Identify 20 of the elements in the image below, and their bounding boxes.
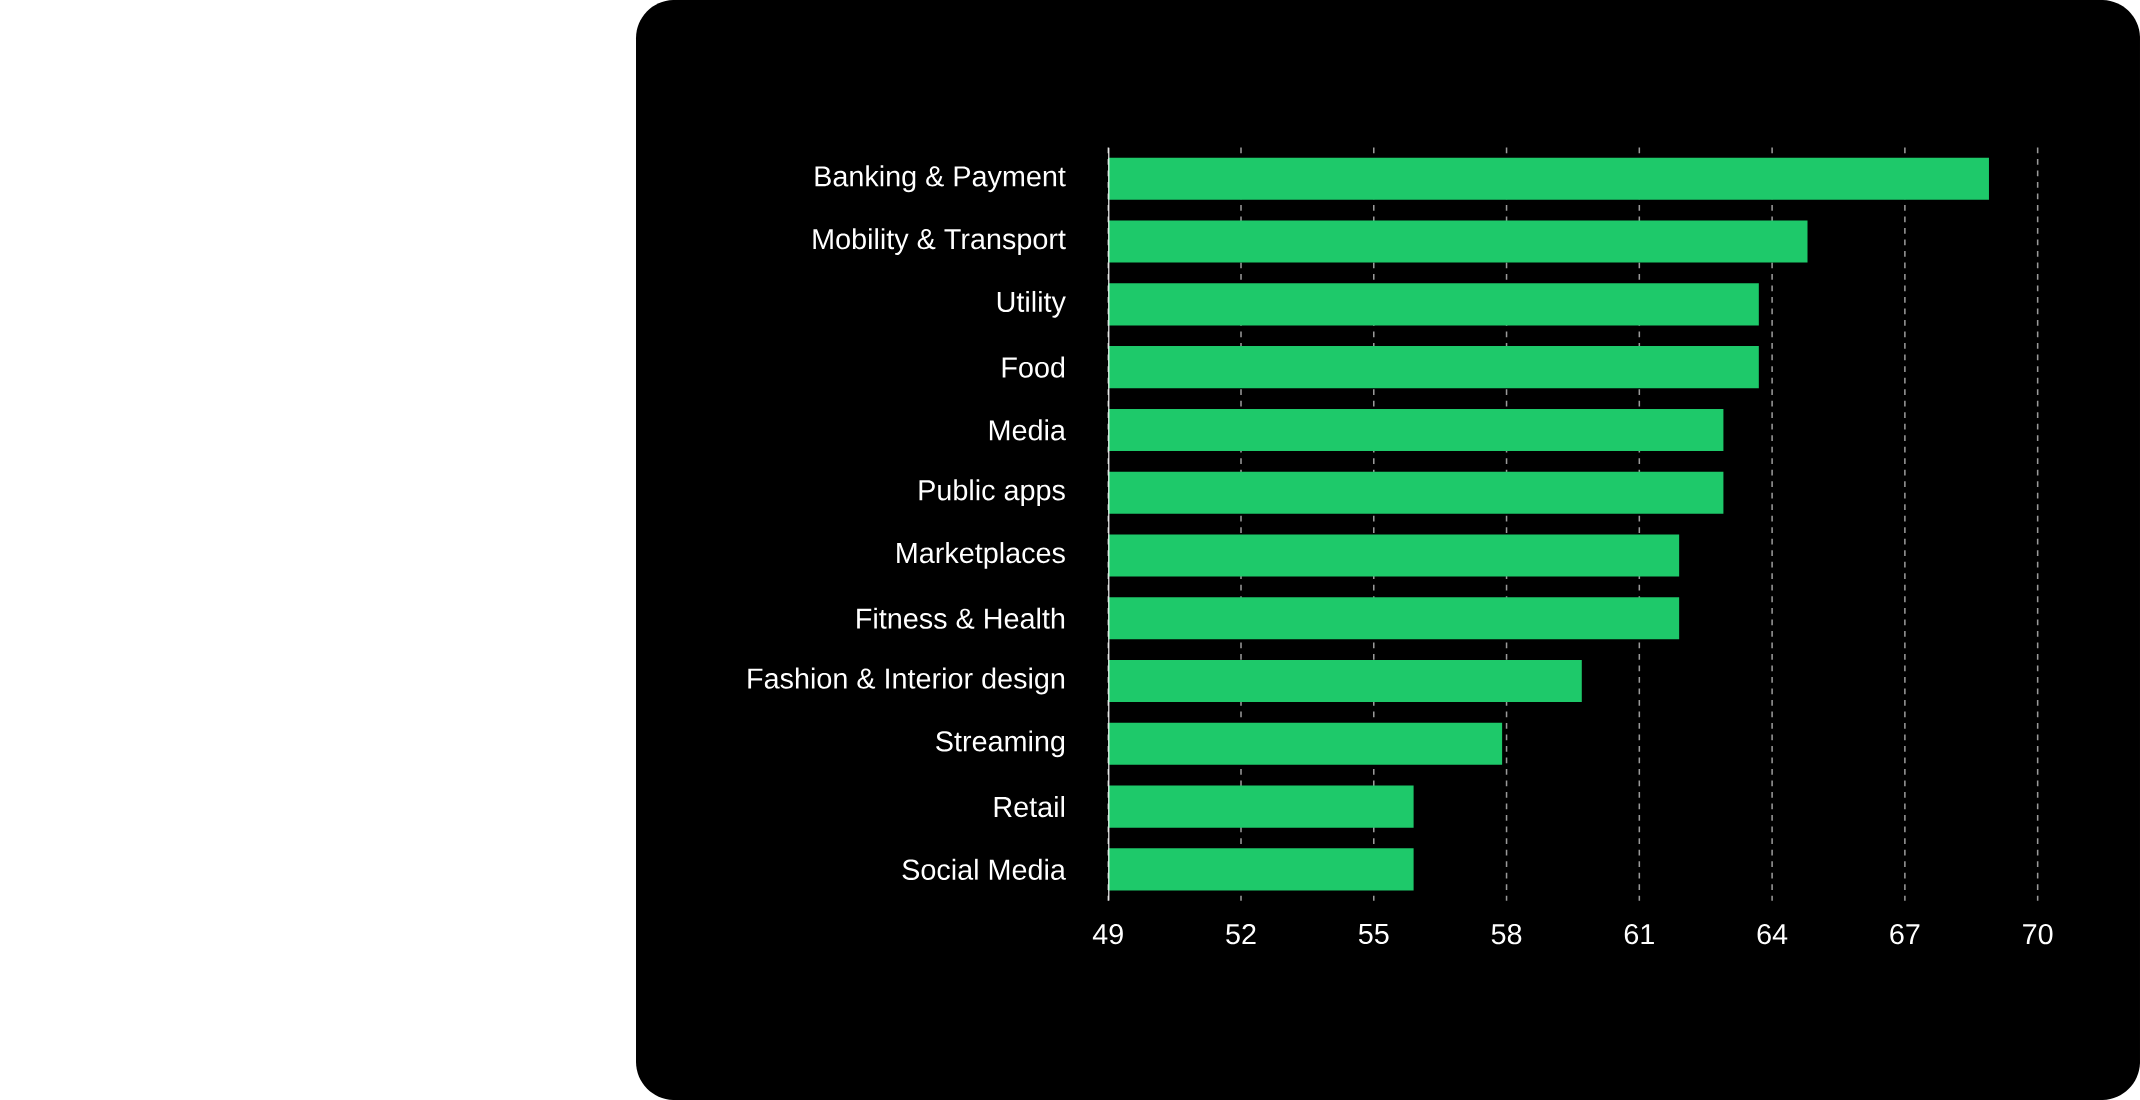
y-tick-label: Streaming: [936, 730, 1065, 758]
y-tick-label: Public apps: [919, 479, 1065, 507]
y-tick-label: Fashion & Interior design: [748, 667, 1065, 695]
x-tick-label: 70: [2023, 923, 2053, 945]
y-tick-label: Marketplaces: [897, 542, 1065, 569]
x-tick-label: 52: [1226, 923, 1256, 945]
y-tick-label: Banking & Payment: [815, 165, 1066, 193]
x-tick-label: 55: [1358, 923, 1389, 944]
y-tick-label: Retail: [994, 796, 1065, 818]
y-tick-label: Social Media: [902, 858, 1066, 880]
x-tick-label: 49: [1092, 923, 1123, 945]
x-tick-label: 58: [1491, 923, 1522, 945]
y-tick-label: Media: [989, 419, 1066, 441]
y-tick-label: Mobility & Transport: [813, 228, 1066, 255]
x-tick-label: 61: [1624, 923, 1654, 945]
x-tick-label: 67: [1890, 923, 1920, 945]
x-tick-label: 64: [1757, 923, 1788, 945]
y-tick-label: Fitness & Health: [857, 607, 1065, 629]
y-tick-label: Utility: [997, 290, 1066, 318]
y-tick-label: Food: [1002, 356, 1065, 378]
